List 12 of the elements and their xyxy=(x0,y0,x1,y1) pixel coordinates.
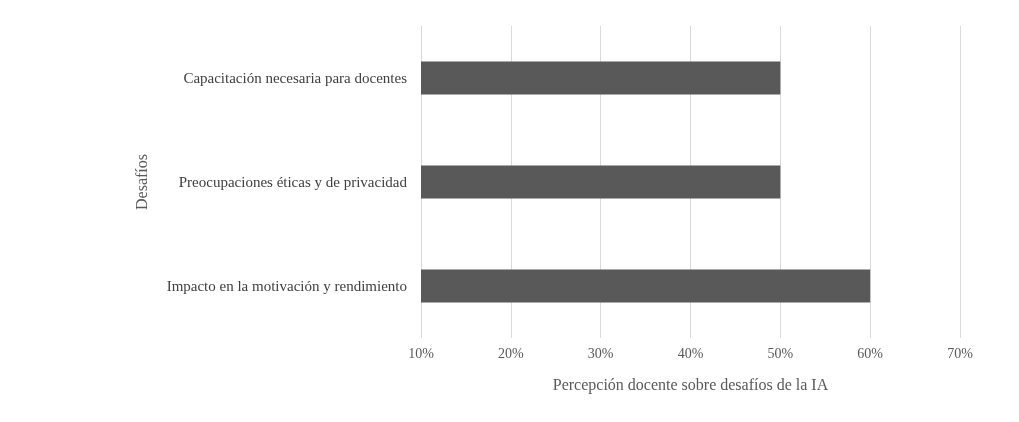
x-axis-title: Percepción docente sobre desafíos de la IA xyxy=(552,375,829,394)
y-tick-label: Capacitación necesaria para docentes xyxy=(183,70,408,86)
x-tick-label: 60% xyxy=(857,345,884,361)
y-tick-label: Preocupaciones éticas y de privacidad xyxy=(178,174,408,190)
y-axis-title: Desafíos xyxy=(132,154,150,210)
x-tick-label: 70% xyxy=(947,345,974,361)
x-tick-label: 30% xyxy=(587,345,614,361)
x-tick-label: 10% xyxy=(408,345,435,361)
x-tick-label: 20% xyxy=(498,345,524,361)
x-tick-label: 40% xyxy=(677,345,704,361)
y-tick-label: Impacto en la motivación y rendimiento xyxy=(166,278,407,294)
x-tick-label: 50% xyxy=(767,345,794,361)
